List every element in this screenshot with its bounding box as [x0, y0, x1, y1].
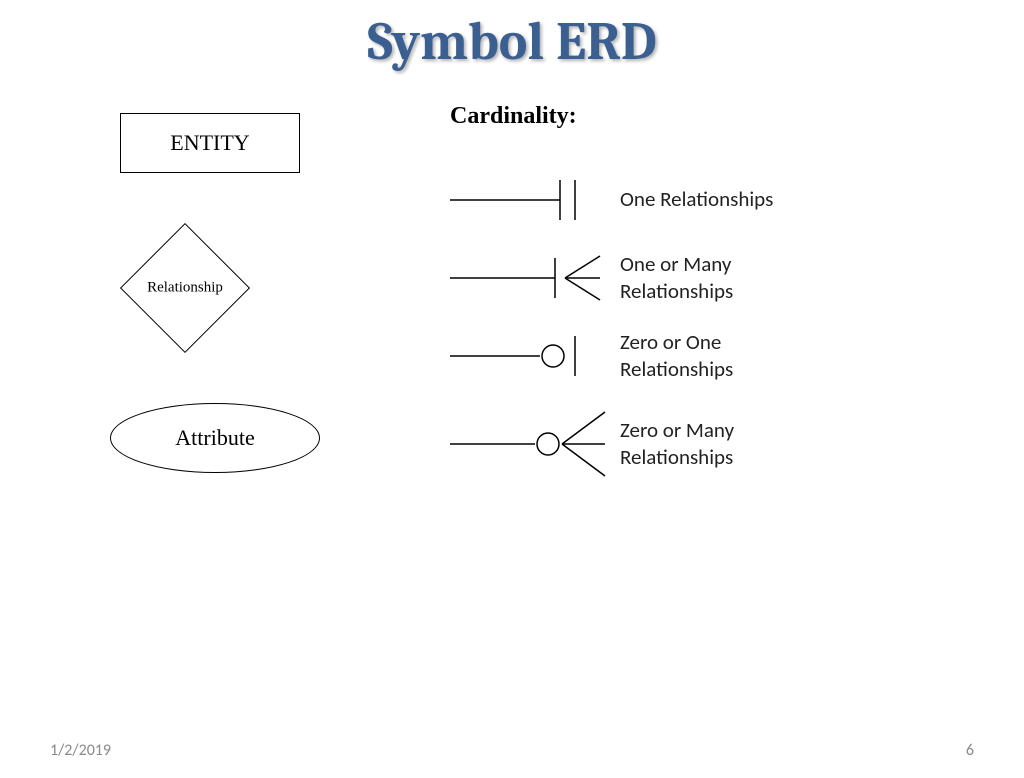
entity-label: ENTITY: [170, 130, 249, 156]
cardinality-one: One Relationships: [440, 170, 924, 230]
zero-one-notation-icon: [440, 326, 620, 386]
cardinality-one-many: One or Many Relationships: [440, 248, 924, 308]
one-notation-icon: [440, 170, 620, 230]
one-many-label: One or Many Relationships: [620, 251, 820, 306]
relationship-symbol: Relationship: [120, 223, 250, 353]
zero-one-label: Zero or One Relationships: [620, 329, 820, 384]
entity-symbol: ENTITY: [120, 113, 300, 173]
slide-title: Symbol ERD: [0, 10, 1024, 73]
one-label: One Relationships: [620, 186, 773, 213]
slide-footer: 1/2/2019 6: [0, 741, 1024, 760]
cardinality-column: Cardinality: One Relationships One or Ma…: [420, 103, 924, 502]
attribute-label: Attribute: [175, 425, 254, 451]
symbols-column: ENTITY Relationship Attribute: [100, 103, 420, 502]
one-many-notation-icon: [440, 248, 620, 308]
content-area: ENTITY Relationship Attribute Cardinalit…: [0, 103, 1024, 502]
relationship-label: Relationship: [147, 280, 223, 297]
footer-page: 6: [966, 741, 974, 760]
attribute-symbol: Attribute: [110, 403, 320, 473]
cardinality-heading: Cardinality:: [450, 103, 924, 130]
zero-many-label: Zero or Many Relationships: [620, 417, 820, 472]
footer-date: 1/2/2019: [50, 741, 111, 760]
cardinality-zero-many: Zero or Many Relationships: [440, 404, 924, 484]
zero-many-notation-icon: [440, 404, 620, 484]
cardinality-zero-one: Zero or One Relationships: [440, 326, 924, 386]
